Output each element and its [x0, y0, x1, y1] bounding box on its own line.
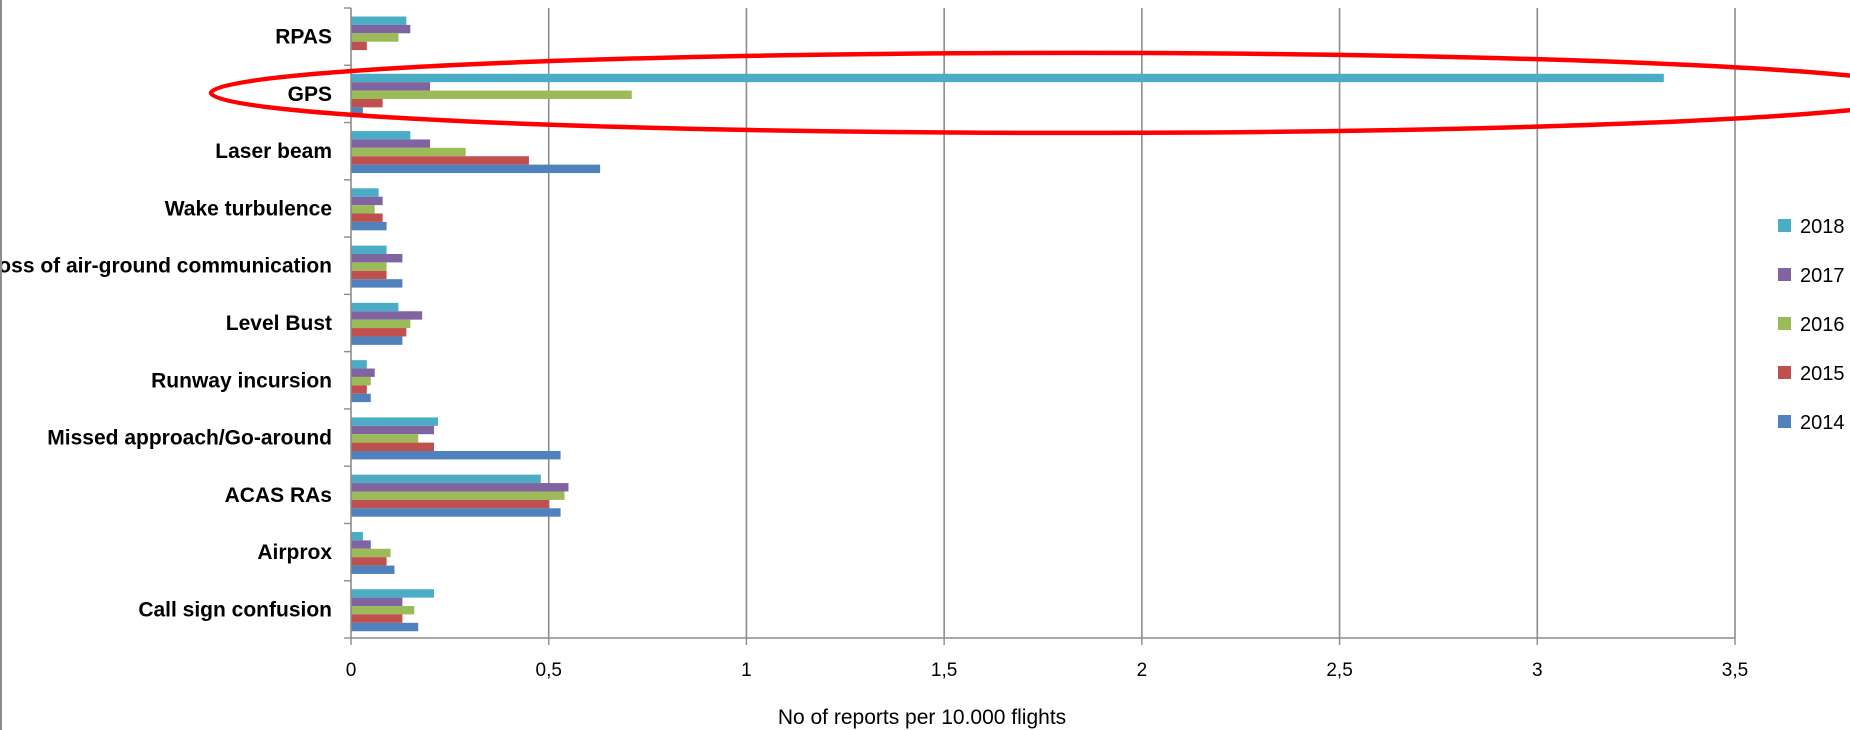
x-tick-label: 3 — [1532, 660, 1543, 681]
category-labels: RPAS GPS Laser beam Wake turbulence Loss of … — [2, 26, 332, 622]
bar-2018 — [351, 302, 399, 312]
bar-2015 — [351, 499, 549, 509]
bar-2017 — [351, 139, 431, 148]
bar-2017 — [351, 483, 569, 492]
legend-swatch-2017 — [1778, 268, 1791, 281]
bar-2016 — [351, 319, 411, 329]
highlight-ellipse — [209, 50, 1850, 136]
bar-2015 — [351, 98, 383, 108]
legend-label-2016: 2016 — [1800, 314, 1845, 336]
x-tick-label: 0 — [346, 660, 357, 681]
bar-2015 — [351, 41, 367, 51]
bar-2018 — [351, 245, 387, 254]
category-label: Missed approach/Go-around — [47, 427, 332, 450]
bar-2015 — [351, 442, 435, 452]
bar-2018 — [351, 73, 1664, 83]
x-axis-title: No of reports per 10.000 flights — [778, 706, 1066, 729]
x-tick-label: 2,5 — [1326, 660, 1352, 681]
category-label: GPS — [288, 83, 332, 106]
bar-2014 — [351, 451, 561, 460]
bar-2014 — [351, 393, 371, 403]
legend-label-2015: 2015 — [1800, 363, 1845, 385]
bar-2016 — [351, 434, 419, 443]
category-label: ACAS RAs — [225, 484, 332, 507]
bars — [351, 16, 1664, 632]
category-label: Runway incursion — [151, 369, 332, 392]
category-label: Laser beam — [215, 140, 332, 163]
bar-2014 — [351, 279, 403, 288]
legend: 2018 2017 2016 2015 2014 — [1778, 216, 1845, 434]
bar-2015 — [351, 213, 383, 222]
bar-2016 — [351, 33, 399, 42]
gridlines — [547, 8, 1736, 638]
x-tick-label: 1,5 — [931, 660, 957, 681]
category-label: RPAS — [275, 26, 332, 49]
axes — [344, 7, 1736, 645]
bar-2018 — [351, 531, 363, 541]
category-label: Airprox — [257, 541, 332, 564]
bar-2017 — [351, 425, 435, 435]
bar-2017 — [351, 311, 423, 320]
bar-2016 — [351, 90, 632, 99]
bar-2018 — [351, 188, 379, 197]
bar-2016 — [351, 376, 371, 386]
bar-2017 — [351, 597, 403, 607]
bar-2016 — [351, 205, 375, 214]
category-label: Call sign confusion — [138, 598, 332, 621]
legend-swatch-2015 — [1778, 366, 1791, 379]
bar-2017 — [351, 24, 411, 34]
bar-2018 — [351, 417, 438, 426]
bar-2015 — [351, 557, 387, 566]
legend-swatch-2016 — [1778, 317, 1791, 330]
bar-2014 — [351, 565, 395, 574]
category-label: Wake turbulence — [165, 197, 332, 220]
bar-2014 — [351, 164, 601, 174]
bar-2017 — [351, 82, 431, 91]
x-tick-label: 0,5 — [536, 660, 562, 681]
bar-2016 — [351, 491, 565, 500]
bar-2016 — [351, 606, 415, 615]
bar-2016 — [351, 147, 466, 157]
bar-2018 — [351, 131, 411, 140]
legend-swatch-2018 — [1778, 219, 1791, 232]
bar-2015 — [351, 156, 529, 165]
bar-2017 — [351, 196, 383, 206]
bar-2016 — [351, 262, 387, 271]
bar-2014 — [351, 336, 403, 345]
bar-2016 — [351, 548, 391, 558]
annotation — [209, 50, 1850, 136]
x-tick-label: 2 — [1137, 660, 1148, 681]
bar-2017 — [351, 540, 371, 549]
bar-2017 — [351, 368, 375, 377]
x-tick-label: 1 — [741, 660, 752, 681]
category-label: Loss of air-ground communication — [2, 255, 332, 278]
bar-2017 — [351, 253, 403, 263]
legend-label-2018: 2018 — [1800, 216, 1845, 238]
x-tick-labels: 0 0,5 1 1,5 2 2,5 3 3,5 — [346, 660, 1749, 681]
legend-swatch-2014 — [1778, 415, 1791, 428]
bar-2015 — [351, 614, 403, 623]
bar-2014 — [351, 622, 419, 632]
bar-2014 — [351, 508, 561, 517]
bar-2018 — [351, 16, 407, 25]
bar-2018 — [351, 474, 541, 484]
bar-2015 — [351, 328, 407, 337]
bar-2018 — [351, 360, 367, 369]
legend-label-2017: 2017 — [1800, 265, 1845, 287]
bar-2014 — [351, 107, 363, 116]
bar-2018 — [351, 589, 435, 598]
bar-2015 — [351, 270, 387, 280]
legend-label-2014: 2014 — [1800, 412, 1845, 434]
bar-2014 — [351, 221, 387, 231]
category-label: Level Bust — [226, 312, 332, 335]
x-tick-label: 3,5 — [1722, 660, 1748, 681]
bar-2015 — [351, 385, 367, 394]
